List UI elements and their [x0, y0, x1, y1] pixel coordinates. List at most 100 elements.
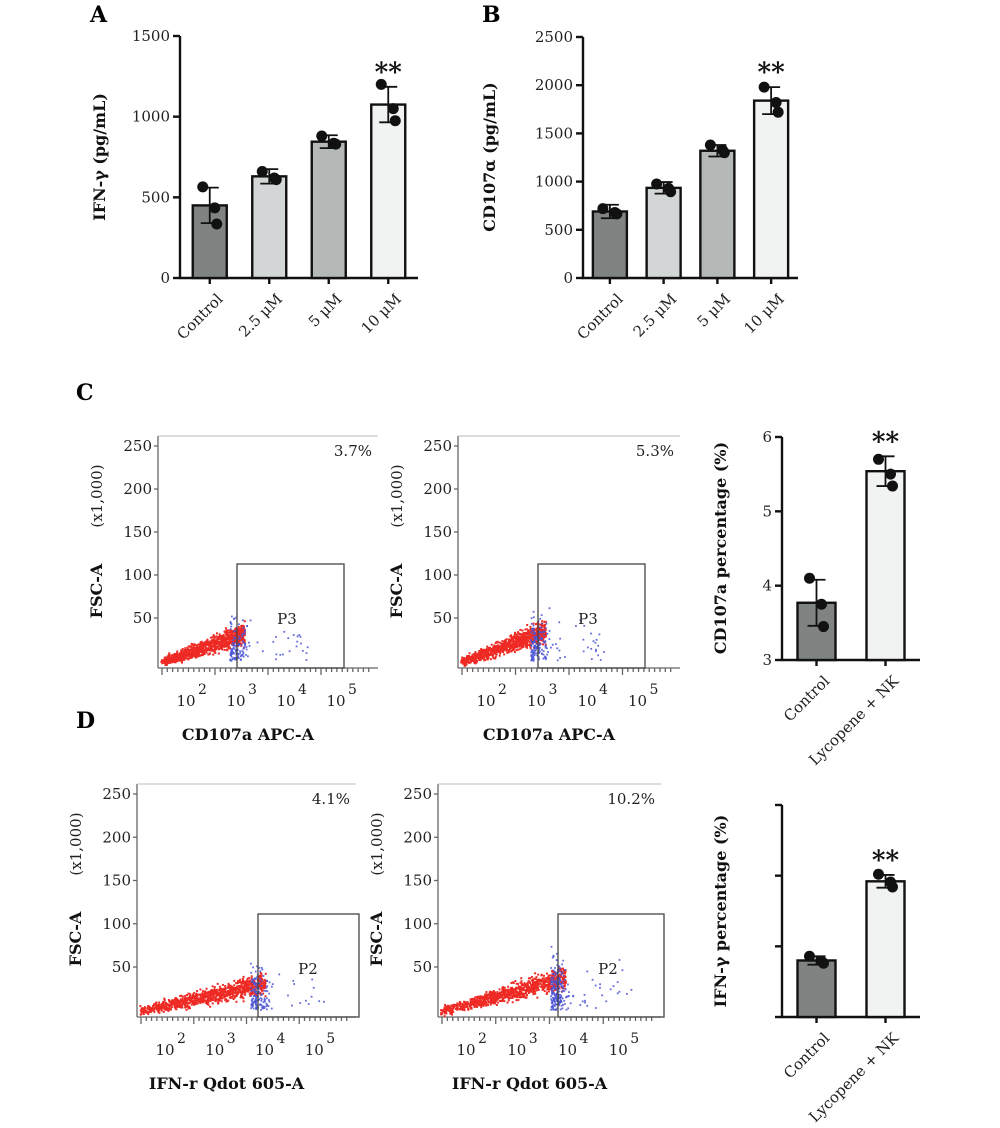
event-dot [535, 981, 538, 984]
event-dot [167, 658, 170, 661]
event-dot [188, 1005, 191, 1008]
event-dot [508, 643, 511, 646]
event-dot [191, 643, 194, 646]
event-dot [255, 1005, 258, 1007]
event-dot [504, 991, 507, 994]
event-dot [203, 643, 206, 646]
event-dot [579, 619, 582, 622]
event-dot [550, 978, 552, 981]
event-dot [532, 616, 535, 619]
event-dot [250, 962, 252, 965]
event-dot [212, 645, 215, 648]
event-dot [542, 985, 545, 988]
event-dot [491, 995, 494, 998]
event-dot [519, 645, 522, 648]
event-dot [233, 642, 236, 644]
event-dot [172, 656, 175, 659]
event-dot [546, 991, 549, 994]
event-dot [245, 648, 248, 651]
event-dot [443, 1010, 446, 1013]
event-dot [233, 636, 235, 639]
event-dot [487, 993, 490, 996]
event-dot [555, 997, 558, 1000]
event-dot [547, 974, 550, 977]
y-tick-label: 100 [423, 566, 452, 584]
event-dot [258, 982, 261, 985]
y-tick-label: 0 [160, 269, 170, 287]
event-dot [213, 991, 216, 994]
event-dot [545, 993, 548, 996]
event-dot [227, 982, 230, 985]
event-dot [232, 646, 235, 649]
event-dot [250, 990, 253, 993]
event-dot [192, 1000, 195, 1003]
event-dot [477, 1000, 480, 1003]
event-dot [199, 641, 202, 644]
event-dot [258, 975, 261, 978]
x-tick-label: 10 [507, 1041, 526, 1059]
data-point [770, 97, 782, 109]
event-dot [239, 652, 242, 654]
event-dot [543, 983, 546, 986]
event-dot [226, 637, 229, 640]
event-dot [564, 978, 566, 981]
event-dot [233, 984, 236, 987]
event-dot [236, 648, 239, 651]
event-dot [551, 1008, 554, 1011]
event-dot [539, 985, 542, 988]
event-dot [245, 982, 248, 985]
event-dot [542, 653, 545, 656]
event-dot [492, 648, 495, 651]
event-dot [253, 1000, 256, 1003]
event-dot [500, 642, 503, 645]
event-dot [475, 660, 478, 663]
event-dot [461, 1007, 464, 1010]
event-dot [241, 635, 244, 638]
event-dot [530, 975, 533, 978]
event-dot [540, 648, 543, 651]
event-dot [444, 1003, 447, 1006]
event-dot [500, 996, 503, 999]
event-dot [530, 986, 533, 989]
event-dot [558, 621, 561, 624]
event-dot [233, 652, 235, 655]
event-dot [248, 645, 251, 647]
event-dot [231, 994, 234, 997]
event-dot [551, 981, 554, 984]
event-dot [178, 655, 181, 658]
event-dot [181, 656, 184, 659]
event-dot [247, 988, 250, 991]
event-dot [517, 639, 520, 642]
y-tick-label: 500 [141, 188, 170, 206]
event-dot [518, 644, 521, 647]
event-dot [201, 990, 204, 993]
event-dot [242, 629, 245, 632]
event-dot [555, 1003, 557, 1006]
event-dot [158, 1011, 161, 1014]
event-dot [485, 1004, 488, 1007]
event-dot [466, 1001, 469, 1004]
event-dot [261, 1006, 264, 1009]
event-dot [564, 971, 567, 974]
event-dot [165, 1002, 168, 1005]
event-dot [231, 632, 234, 635]
y-tick-label: 150 [403, 872, 432, 890]
event-dot [509, 643, 512, 646]
event-dot [230, 654, 232, 657]
event-dot [185, 1001, 188, 1004]
event-dot [551, 983, 554, 986]
event-dot [489, 646, 492, 649]
event-dot [139, 1013, 142, 1016]
event-dot [539, 630, 542, 633]
event-dot [200, 644, 203, 647]
event-dot [488, 648, 491, 651]
event-dot [235, 995, 238, 998]
event-dot [248, 986, 251, 989]
event-dot [254, 970, 257, 973]
event-dot [236, 986, 239, 989]
event-dot [463, 1006, 466, 1009]
event-dot [483, 651, 486, 654]
event-dot [139, 1004, 142, 1007]
event-dot [535, 633, 538, 636]
event-dot [563, 982, 566, 985]
